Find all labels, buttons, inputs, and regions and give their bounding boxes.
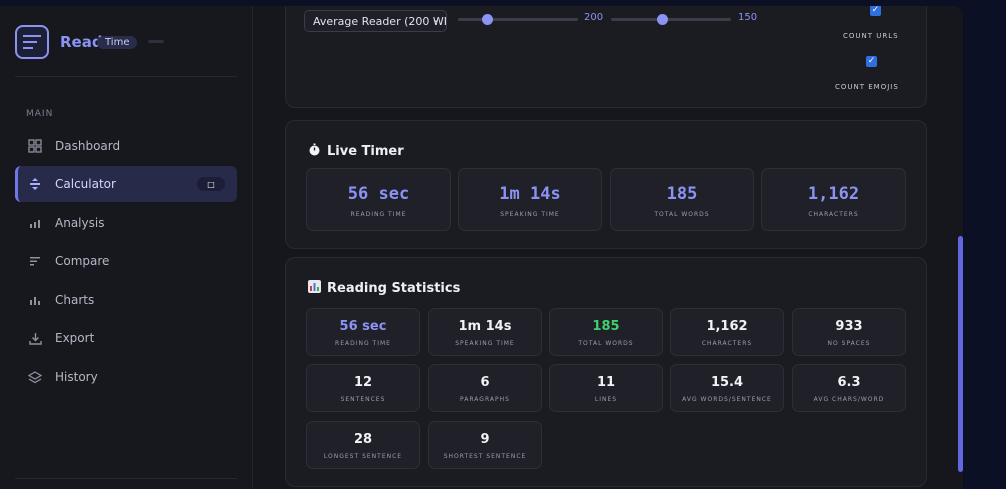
timer-card-total-words: 185 TOTAL WORDS (610, 168, 754, 231)
stat-card-total-words: 185 TOTAL WORDS (549, 308, 663, 356)
slider-handle[interactable] (482, 14, 493, 25)
reading-statistics-panel: Reading Statistics 56 sec READING TIME 1… (285, 257, 927, 487)
sidebar-item-charts[interactable]: Charts (15, 282, 237, 318)
settings-panel: Average Reader (200 WPM) ⌄ 200 150 ✓ COU… (285, 6, 927, 108)
brand-dash (148, 40, 164, 43)
sidebar-item-label: Calculator (55, 177, 116, 191)
stat-card-speaking-time: 1m 14s SPEAKING TIME (428, 308, 542, 356)
reader-select[interactable]: Average Reader (200 WPM) ⌄ (304, 10, 447, 32)
logo-icon (15, 25, 49, 59)
sidebar-item-analysis[interactable]: Analysis (15, 205, 237, 241)
main-content: Average Reader (200 WPM) ⌄ 200 150 ✓ COU… (254, 6, 963, 489)
grid-icon (27, 138, 43, 154)
stat-card-reading-time: 56 sec READING TIME (306, 308, 420, 356)
timer-card-speaking-time: 1m 14s SPEAKING TIME (458, 168, 602, 231)
count-emojis-label: COUNT EMOJIS (835, 83, 899, 91)
sidebar-item-dashboard[interactable]: Dashboard (15, 128, 237, 164)
lines-icon (27, 253, 43, 269)
sidebar-item-label: Charts (55, 293, 95, 307)
stat-card-shortest-sentence: 9 SHORTEST SENTENCE (428, 421, 542, 469)
scrollbar-thumb[interactable] (958, 236, 963, 472)
sidebar-item-label: Export (55, 331, 95, 345)
count-emojis-checkbox[interactable]: ✓ (866, 56, 877, 67)
chart-icon (27, 292, 43, 308)
stat-card-avg-words-sentence: 15.4 AVG WORDS/SENTENCE (670, 364, 784, 412)
sidebar-section-label: MAIN (26, 109, 54, 119)
reading-speed-value: 200 (584, 12, 604, 23)
timer-card-reading-time: 56 sec READING TIME (306, 168, 451, 231)
reading-statistics-title: Reading Statistics (308, 280, 460, 297)
sidebar: Read Time MAIN Dashboard Calculator □ An… (0, 6, 253, 489)
bars-icon (27, 215, 43, 231)
brand-name: Read (60, 33, 103, 51)
count-urls-label: COUNT URLS (843, 32, 899, 40)
sidebar-item-label: History (55, 370, 98, 384)
stat-card-sentences: 12 SENTENCES (306, 364, 420, 412)
calculator-icon (27, 176, 43, 192)
speaking-speed-value: 150 (738, 12, 758, 23)
slider-handle[interactable] (657, 14, 668, 25)
timer-card-characters: 1,162 CHARACTERS (761, 168, 906, 231)
bar-chart-icon (308, 280, 321, 297)
sidebar-item-label: Compare (55, 254, 110, 268)
sidebar-item-compare[interactable]: Compare (15, 243, 237, 279)
brand-badge: Time (97, 36, 138, 49)
book-icon: □ (197, 177, 225, 191)
live-timer-panel: Live Timer 56 sec READING TIME 1m 14s SP… (285, 120, 927, 249)
sidebar-divider (15, 76, 237, 77)
stat-card-characters: 1,162 CHARACTERS (670, 308, 784, 356)
layers-icon (27, 369, 43, 385)
live-timer-title: Live Timer (308, 143, 404, 160)
sidebar-divider (15, 478, 237, 479)
sidebar-item-history[interactable]: History (15, 359, 237, 395)
stat-card-avg-chars-word: 6.3 AVG CHARS/WORD (792, 364, 906, 412)
sidebar-item-label: Dashboard (55, 139, 121, 153)
speaking-speed-slider[interactable] (611, 14, 731, 25)
stat-card-lines: 11 LINES (549, 364, 663, 412)
chevron-down-icon: ⌄ (431, 14, 440, 25)
count-urls-checkbox[interactable]: ✓ (870, 6, 881, 16)
stat-card-no-spaces: 933 NO SPACES (792, 308, 906, 356)
sidebar-item-export[interactable]: Export (15, 320, 237, 356)
stat-card-longest-sentence: 28 LONGEST SENTENCE (306, 421, 420, 469)
stat-card-paragraphs: 6 PARAGRAPHS (428, 364, 542, 412)
app-window: Read Time MAIN Dashboard Calculator □ An… (0, 6, 963, 489)
sidebar-item-calculator[interactable]: Calculator □ (15, 166, 237, 202)
reading-speed-slider[interactable] (458, 14, 578, 25)
stopwatch-icon (308, 143, 321, 160)
download-icon (27, 330, 43, 346)
sidebar-item-label: Analysis (55, 216, 105, 230)
